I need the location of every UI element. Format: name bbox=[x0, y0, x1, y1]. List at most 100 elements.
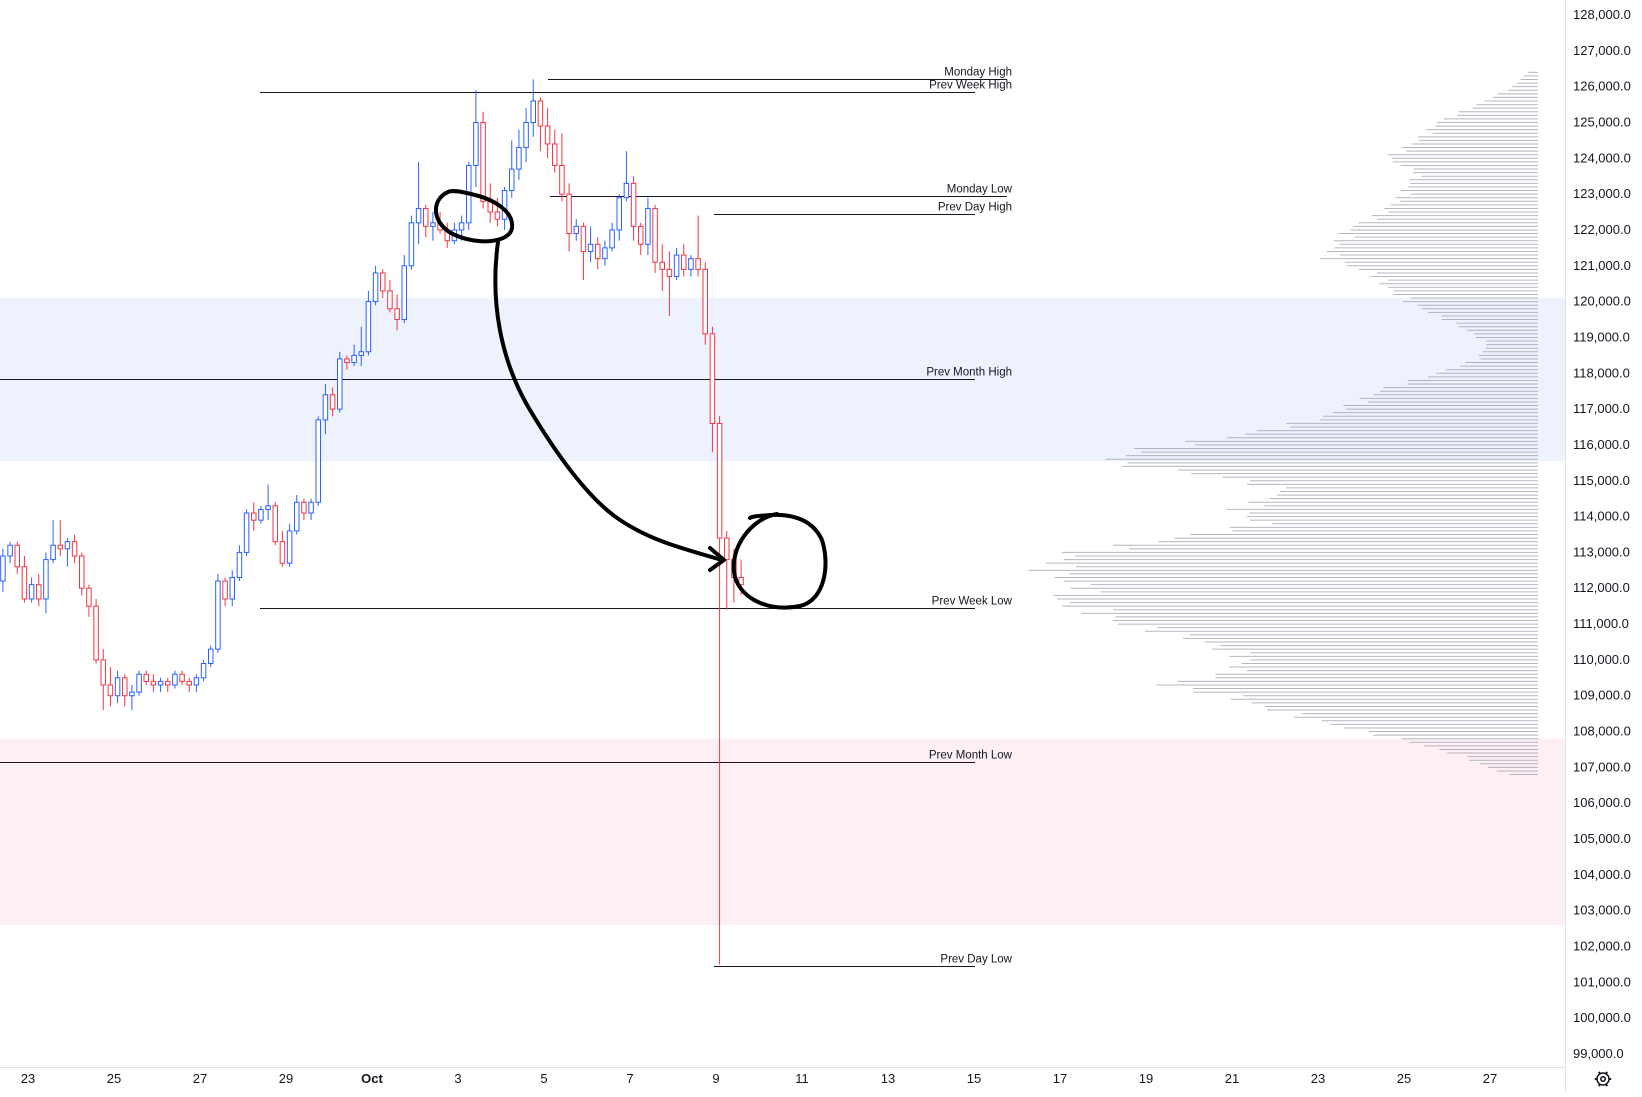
y-tick-label: 123,000.0 bbox=[1573, 186, 1631, 201]
candle-body bbox=[430, 222, 436, 227]
candle bbox=[394, 294, 400, 331]
candle bbox=[28, 577, 35, 603]
candle-body bbox=[93, 605, 99, 661]
candle-body bbox=[351, 354, 357, 364]
candle bbox=[258, 505, 264, 524]
candle bbox=[129, 684, 135, 711]
y-tick-label: 101,000.0 bbox=[1573, 974, 1631, 989]
y-tick-label: 127,000.0 bbox=[1573, 43, 1631, 58]
candle-body bbox=[494, 211, 501, 220]
candle bbox=[652, 204, 658, 273]
gear-icon-tooth bbox=[1598, 1071, 1601, 1075]
candle bbox=[573, 219, 579, 241]
candle-body bbox=[329, 394, 336, 410]
candle-body bbox=[587, 243, 594, 252]
level-label: Prev Day Low bbox=[940, 954, 1012, 966]
candle-body bbox=[0, 555, 6, 582]
x-tick-label: Oct bbox=[361, 1071, 383, 1086]
y-tick-label: 110,000.0 bbox=[1573, 652, 1630, 667]
candle-body bbox=[136, 673, 142, 693]
candle-body bbox=[308, 501, 314, 514]
candle-body bbox=[129, 691, 135, 697]
candle bbox=[50, 520, 56, 564]
candle-body bbox=[279, 541, 286, 564]
candle bbox=[272, 502, 278, 546]
candle bbox=[172, 670, 178, 689]
y-tick-label: 106,000.0 bbox=[1573, 795, 1631, 810]
candle-body bbox=[666, 268, 673, 278]
level-label: Prev Day High bbox=[938, 202, 1012, 214]
candle bbox=[86, 584, 92, 617]
gear-icon[interactable] bbox=[1594, 1071, 1612, 1087]
candle-body bbox=[265, 505, 271, 510]
candle bbox=[716, 416, 723, 965]
candle bbox=[702, 262, 708, 345]
candle-body bbox=[150, 680, 157, 686]
candle bbox=[401, 255, 407, 324]
x-tick-label: 21 bbox=[1225, 1071, 1239, 1086]
candle-body bbox=[344, 358, 350, 364]
candle-body bbox=[193, 677, 200, 686]
candle bbox=[208, 645, 214, 668]
candle-body bbox=[243, 512, 250, 553]
x-tick-label: 25 bbox=[107, 1071, 121, 1086]
price-axis[interactable]: 99,000.0 100,000.0 101,000.0 102,000.0 103,0… bbox=[1565, 0, 1642, 1092]
x-tick-label: 23 bbox=[21, 1071, 35, 1086]
y-tick-label: 115,000.0 bbox=[1573, 473, 1630, 488]
x-tick-label: 19 bbox=[1139, 1071, 1153, 1086]
candle-body bbox=[43, 559, 49, 600]
x-tick-label: 3 bbox=[454, 1071, 461, 1086]
candle-body bbox=[114, 677, 121, 697]
annotation-arrow bbox=[493, 240, 724, 562]
candle bbox=[122, 674, 128, 707]
candle-body bbox=[251, 512, 257, 521]
time-axis-bg bbox=[0, 1067, 1565, 1092]
candle-body bbox=[186, 680, 192, 686]
candle-body bbox=[143, 673, 149, 682]
candle bbox=[688, 255, 694, 277]
candle bbox=[709, 326, 716, 453]
candle bbox=[609, 222, 615, 252]
candle bbox=[595, 237, 601, 270]
candle bbox=[724, 530, 730, 610]
candle bbox=[157, 677, 164, 693]
candle bbox=[143, 670, 149, 685]
volume-profile bbox=[1028, 71, 1538, 776]
candle bbox=[480, 111, 486, 209]
candle bbox=[695, 215, 701, 277]
candle bbox=[308, 498, 314, 521]
candle-body bbox=[7, 544, 13, 557]
x-tick-label: 23 bbox=[1311, 1071, 1325, 1086]
x-tick-label: 13 bbox=[881, 1071, 895, 1086]
candles bbox=[0, 79, 744, 965]
candle-body bbox=[28, 584, 35, 600]
candle-body bbox=[473, 121, 479, 166]
y-tick-label: 113,000.0 bbox=[1573, 544, 1630, 559]
candle-body bbox=[286, 530, 293, 564]
candle-body bbox=[408, 222, 415, 267]
candle bbox=[415, 161, 422, 245]
time-axis[interactable]: 23 25 27 29 Oct 3 5 7 9 11 13 15 17 19 21 23 25 27 bbox=[0, 1067, 1612, 1092]
candle-body bbox=[157, 680, 164, 686]
candle-body bbox=[122, 677, 128, 697]
candle-body bbox=[315, 419, 321, 503]
candle-body bbox=[630, 182, 637, 227]
y-tick-label: 121,000.0 bbox=[1573, 258, 1631, 273]
candle bbox=[14, 541, 20, 574]
annotation-arrowhead bbox=[708, 546, 726, 572]
candle bbox=[251, 502, 257, 531]
candle bbox=[265, 484, 271, 521]
candle-body bbox=[709, 333, 716, 424]
level-label: Monday Low bbox=[947, 184, 1013, 196]
x-tick-label: 27 bbox=[193, 1071, 207, 1086]
candle bbox=[100, 649, 106, 711]
gear-icon-tooth bbox=[1605, 1083, 1608, 1087]
x-tick-label: 25 bbox=[1397, 1071, 1411, 1086]
candle-body bbox=[552, 143, 558, 166]
y-tick-label: 109,000.0 bbox=[1573, 688, 1631, 703]
candle bbox=[200, 659, 207, 682]
y-tick-label: 124,000.0 bbox=[1573, 150, 1631, 165]
x-tick-label: 5 bbox=[540, 1071, 547, 1086]
